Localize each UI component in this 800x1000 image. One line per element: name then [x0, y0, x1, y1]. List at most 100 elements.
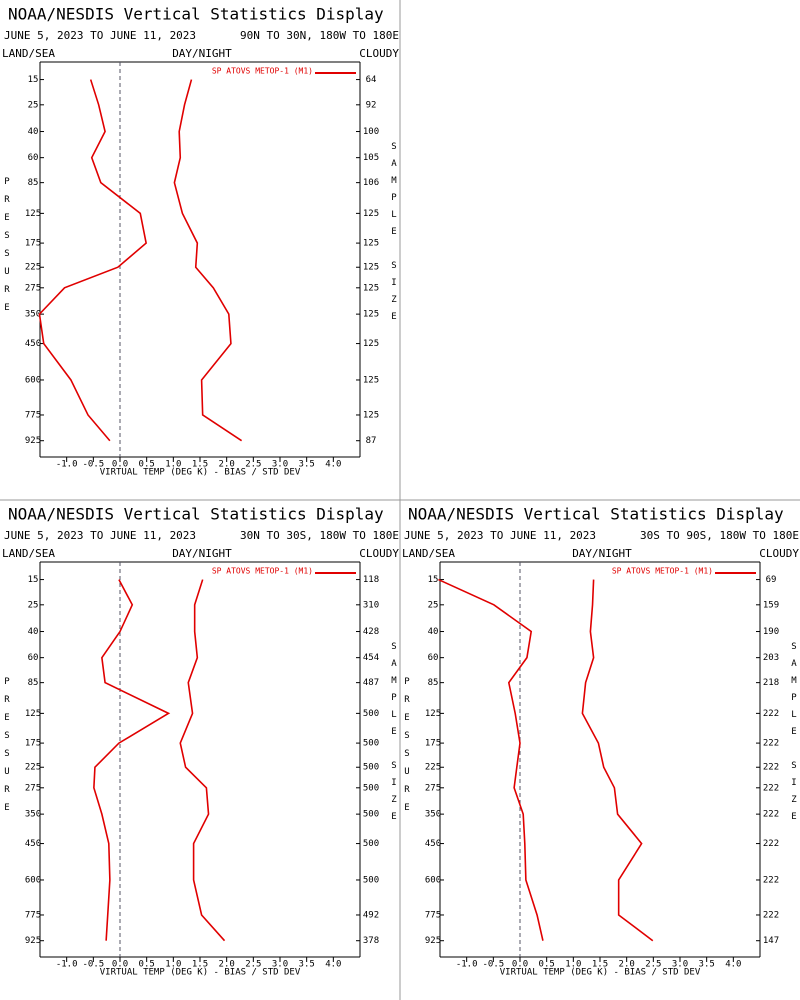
y-tick-label: 925 [25, 436, 41, 446]
y-tick-label: 225 [25, 763, 41, 773]
panel: NOAA/NESDIS Vertical Statistics Display J… [2, 505, 399, 978]
sample-size: 500 [363, 783, 379, 793]
sample-size: 500 [363, 839, 379, 849]
x-tick-label: 4.0 [325, 960, 341, 970]
x-tick-label: 3.5 [299, 460, 315, 470]
cloudy: CLOUDY [359, 47, 399, 60]
sample-size: 454 [363, 653, 379, 663]
x-axis-label: VIRTUAL TEMP (DEG K) - BIAS / STD DEV [500, 968, 701, 978]
y-tick-label: 450 [25, 339, 41, 349]
legend-label: SP ATOVS METOP-1 (M1) [212, 567, 313, 576]
sample-size: 64 [366, 75, 377, 85]
panel: NOAA/NESDIS Vertical Statistics Display J… [402, 505, 799, 978]
sample-size: 105 [363, 153, 379, 163]
x-tick-label: 0.5 [539, 960, 555, 970]
y-tick-label: 15 [428, 575, 439, 585]
y-tick-label: 350 [425, 810, 441, 820]
sample-size: 147 [763, 936, 779, 946]
sample-size: 378 [363, 936, 379, 946]
y-tick-label: 350 [25, 810, 41, 820]
x-tick-label: -0.5 [482, 960, 504, 970]
y-tick-label: 600 [25, 875, 41, 885]
y-tick-label: 225 [425, 763, 441, 773]
y-tick-label: 175 [425, 739, 441, 749]
y-tick-label: 40 [428, 627, 439, 637]
x-tick-label: 1.0 [165, 460, 181, 470]
y-tick-label: 85 [28, 178, 39, 188]
sample-size: 190 [763, 627, 779, 637]
sample-size: 492 [363, 910, 379, 920]
sample-size: 222 [763, 910, 779, 920]
y-tick-label: 25 [428, 600, 439, 610]
y-tick-label: 450 [425, 839, 441, 849]
sample-size: 222 [763, 839, 779, 849]
x-tick-label: 3.0 [272, 460, 288, 470]
sample-size: 500 [363, 810, 379, 820]
x-tick-label: 1.5 [192, 960, 208, 970]
sample-size: 100 [363, 127, 379, 137]
y-tick-label: 125 [25, 209, 41, 219]
day-night: DAY/NIGHT [172, 547, 232, 560]
sample-size: 428 [363, 627, 379, 637]
y-tick-label: 25 [28, 100, 39, 110]
y-tick-label: 125 [25, 709, 41, 719]
sample-size: 125 [363, 239, 379, 249]
y-tick-label: 275 [425, 783, 441, 793]
legend-label: SP ATOVS METOP-1 (M1) [612, 567, 713, 576]
sample-size: 87 [366, 436, 377, 446]
std-dev-line [179, 579, 226, 942]
sample-size: 203 [763, 653, 779, 663]
y-tick-label: 925 [425, 936, 441, 946]
x-tick-label: 2.5 [645, 960, 661, 970]
x-tick-label: -0.5 [82, 960, 104, 970]
bias-line [438, 578, 544, 941]
y-tick-label: 275 [25, 283, 41, 293]
x-tick-label: 2.0 [219, 960, 235, 970]
sample-size: 106 [363, 178, 379, 188]
y-tick-label: 175 [25, 739, 41, 749]
x-tick-label: 4.0 [325, 460, 341, 470]
date-range: JUNE 5, 2023 TO JUNE 11, 2023 [4, 29, 196, 42]
sample-size: 218 [763, 678, 779, 688]
x-tick-label: -1.0 [456, 960, 478, 970]
x-tick-label: 2.0 [219, 460, 235, 470]
y-tick-label: 125 [425, 709, 441, 719]
sample-size: 222 [763, 875, 779, 885]
sample-size: 500 [363, 709, 379, 719]
sample-size: 125 [363, 209, 379, 219]
std-dev-line [173, 79, 243, 442]
y-tick-label: 15 [28, 75, 39, 85]
x-tick-label: -1.0 [56, 960, 78, 970]
sample-size: 310 [363, 600, 379, 610]
sample-size: 500 [363, 763, 379, 773]
sample-size: 159 [763, 600, 779, 610]
sample-size: 125 [363, 310, 379, 320]
sample-size: 500 [363, 875, 379, 885]
x-axis-label: VIRTUAL TEMP (DEG K) - BIAS / STD DEV [100, 968, 301, 978]
panel-title: NOAA/NESDIS Vertical Statistics Display [8, 5, 384, 24]
x-tick-label: 1.0 [165, 960, 181, 970]
y-tick-label: 600 [425, 875, 441, 885]
sample-size: 125 [363, 410, 379, 420]
region: 90N TO 30N, 180W TO 180E [240, 29, 399, 42]
y-tick-label: 40 [28, 627, 39, 637]
sample-size: 69 [766, 575, 777, 585]
y-tick-label: 775 [25, 410, 41, 420]
x-tick-label: 1.0 [565, 960, 581, 970]
x-tick-label: 0.5 [139, 960, 155, 970]
sample-size: 222 [763, 763, 779, 773]
legend-label: SP ATOVS METOP-1 (M1) [212, 67, 313, 76]
x-tick-label: 4.0 [725, 960, 741, 970]
x-tick-label: 1.5 [592, 960, 608, 970]
y-tick-label: 60 [428, 653, 439, 663]
cloudy: CLOUDY [359, 547, 399, 560]
cloudy: CLOUDY [759, 547, 799, 560]
panel: NOAA/NESDIS Vertical Statistics Display J… [2, 5, 399, 478]
x-axis-label: VIRTUAL TEMP (DEG K) - BIAS / STD DEV [100, 468, 301, 478]
x-tick-label: 0.0 [112, 460, 128, 470]
